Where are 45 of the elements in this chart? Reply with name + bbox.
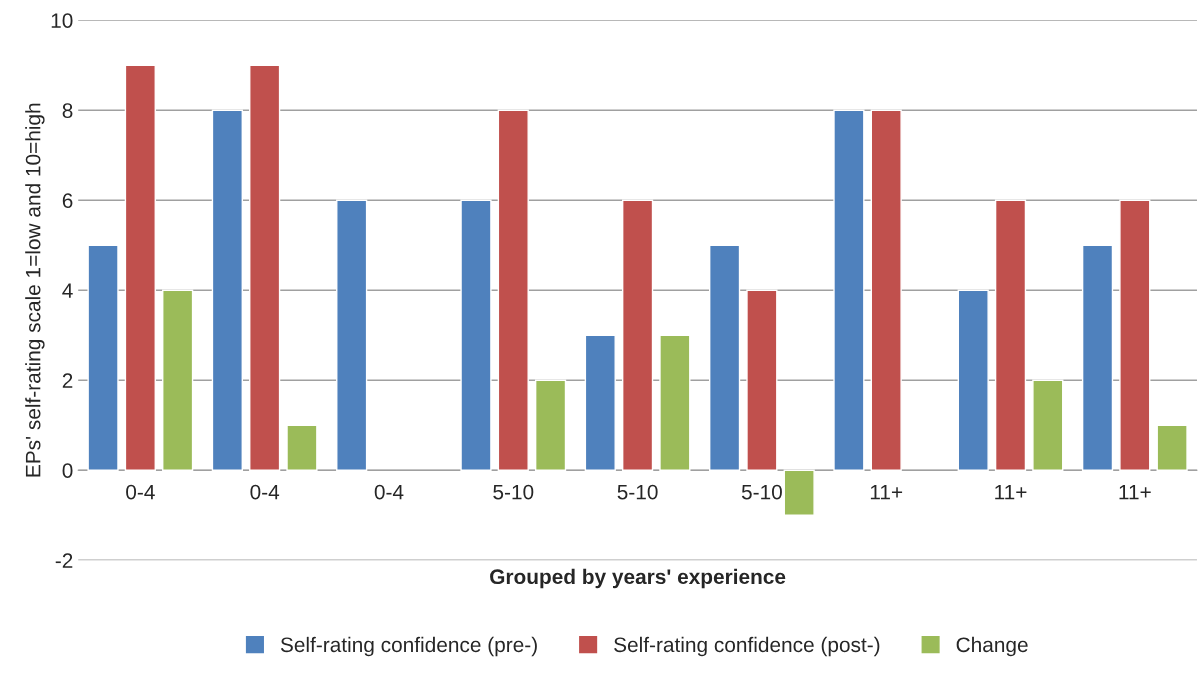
y-tick-label: 8 — [62, 103, 73, 118]
x-axis-title: Grouped by years' experience — [490, 568, 786, 589]
y-tick-label: 0 — [62, 463, 73, 478]
y-tick-label: 10 — [51, 13, 73, 28]
x-tick-label: 11+ — [1119, 484, 1151, 500]
x-tick-label: 0-4 — [374, 484, 404, 500]
bar — [621, 199, 654, 471]
bar — [124, 64, 156, 471]
x-tick-label: 0-4 — [126, 484, 155, 500]
y-tick-label: -2 — [55, 553, 73, 568]
bar — [336, 199, 368, 471]
bar — [460, 199, 492, 471]
y-tick-label: 2 — [62, 373, 73, 388]
x-tick-label: 5-10 — [741, 484, 782, 500]
y-tick-label: 6 — [62, 193, 73, 208]
x-tick-label: 5-10 — [617, 484, 658, 500]
bar — [783, 469, 815, 516]
bar — [1156, 424, 1188, 471]
x-tick-label: 11+ — [870, 484, 903, 500]
bar — [994, 199, 1027, 471]
bar — [1081, 244, 1114, 471]
bar — [957, 289, 989, 471]
bar — [746, 289, 778, 471]
legend-label: Change — [956, 636, 1028, 657]
bar — [211, 109, 243, 471]
bar — [286, 424, 318, 471]
bar — [162, 289, 194, 471]
bar — [497, 109, 529, 471]
bar — [249, 64, 281, 471]
bar — [833, 109, 865, 471]
x-tick-label: 5-10 — [493, 484, 534, 500]
y-axis-title: EPs' self-rating scale 1=low and 10=high — [25, 103, 45, 477]
bar — [584, 334, 616, 471]
bar — [1119, 199, 1151, 471]
y-tick-label: 4 — [62, 283, 73, 298]
bar — [659, 334, 691, 471]
bar — [870, 109, 902, 471]
bar — [534, 379, 567, 471]
x-tick-label: 11+ — [995, 484, 1027, 500]
x-tick-label: 0-4 — [250, 484, 280, 500]
bar — [87, 244, 119, 471]
legend-label: Self-rating confidence (pre-) — [280, 636, 537, 657]
bar — [1032, 379, 1064, 471]
bar — [708, 244, 741, 471]
legend-label: Self-rating confidence (post-) — [614, 636, 880, 657]
